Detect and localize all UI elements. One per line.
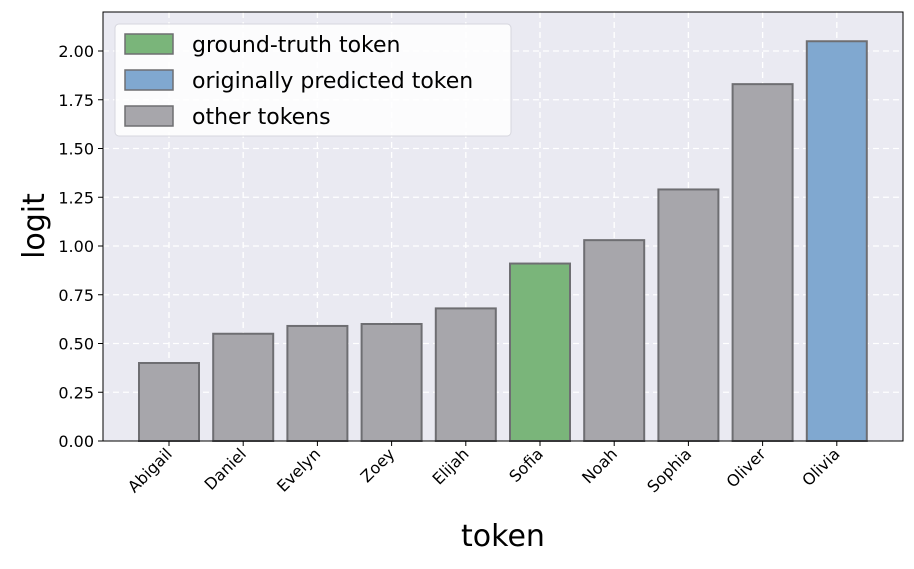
bar-oliver — [731, 83, 794, 443]
y-axis-label: logit — [17, 193, 52, 259]
x-tick-label: Elijah — [429, 444, 473, 488]
legend: ground-truth token originally predicted t… — [114, 23, 512, 137]
x-tick-label: Sophia — [643, 444, 695, 496]
bar-zoey — [360, 323, 423, 442]
bar-sophia — [657, 188, 720, 442]
x-axis: Abigail Daniel Evelyn Zoey Elijah Sofia Noah So… — [124, 441, 844, 496]
legend-label-other: other tokens — [192, 105, 331, 130]
y-tick-label: 0.00 — [58, 432, 94, 451]
x-tick-label: Olivia — [798, 444, 843, 489]
bar-evelyn — [286, 324, 349, 443]
legend-swatch-other — [124, 105, 174, 127]
y-tick-label: 2.00 — [58, 42, 94, 61]
x-tick-label: Oliver — [722, 444, 769, 491]
x-tick-label: Sofia — [505, 444, 547, 486]
bar-abigail — [138, 362, 200, 442]
bar-olivia — [805, 40, 868, 442]
y-tick-label: 0.25 — [58, 383, 94, 402]
bar-noah — [583, 239, 646, 442]
x-tick-label: Abigail — [124, 444, 176, 496]
x-tick-label: Noah — [578, 444, 621, 487]
legend-label-ground_truth: ground-truth token — [192, 33, 400, 58]
y-axis: 0.00 0.25 0.50 0.75 1.00 1.25 1.50 1.75 2.00 — [58, 42, 103, 451]
y-tick-label: 1.50 — [58, 140, 94, 159]
bar-daniel — [212, 332, 275, 442]
x-tick-label: Daniel — [201, 444, 250, 493]
y-tick-label: 0.75 — [58, 286, 94, 305]
legend-label-predicted: originally predicted token — [192, 69, 473, 94]
legend-box — [114, 23, 512, 137]
x-axis-label: token — [461, 519, 545, 554]
y-tick-label: 1.75 — [58, 91, 94, 110]
plot-frame — [102, 11, 904, 442]
x-tick-label: Zoey — [357, 444, 399, 486]
y-tick-label: 1.00 — [58, 237, 94, 256]
legend-swatch-predicted — [124, 69, 174, 91]
y-tick-label: 0.50 — [58, 335, 94, 354]
bar-sofia — [509, 262, 571, 442]
bar-elijah — [434, 307, 497, 442]
x-tick-label: Evelyn — [273, 444, 324, 495]
y-tick-label: 1.25 — [58, 188, 94, 207]
legend-swatch-ground_truth — [124, 33, 174, 55]
bars — [138, 40, 868, 443]
